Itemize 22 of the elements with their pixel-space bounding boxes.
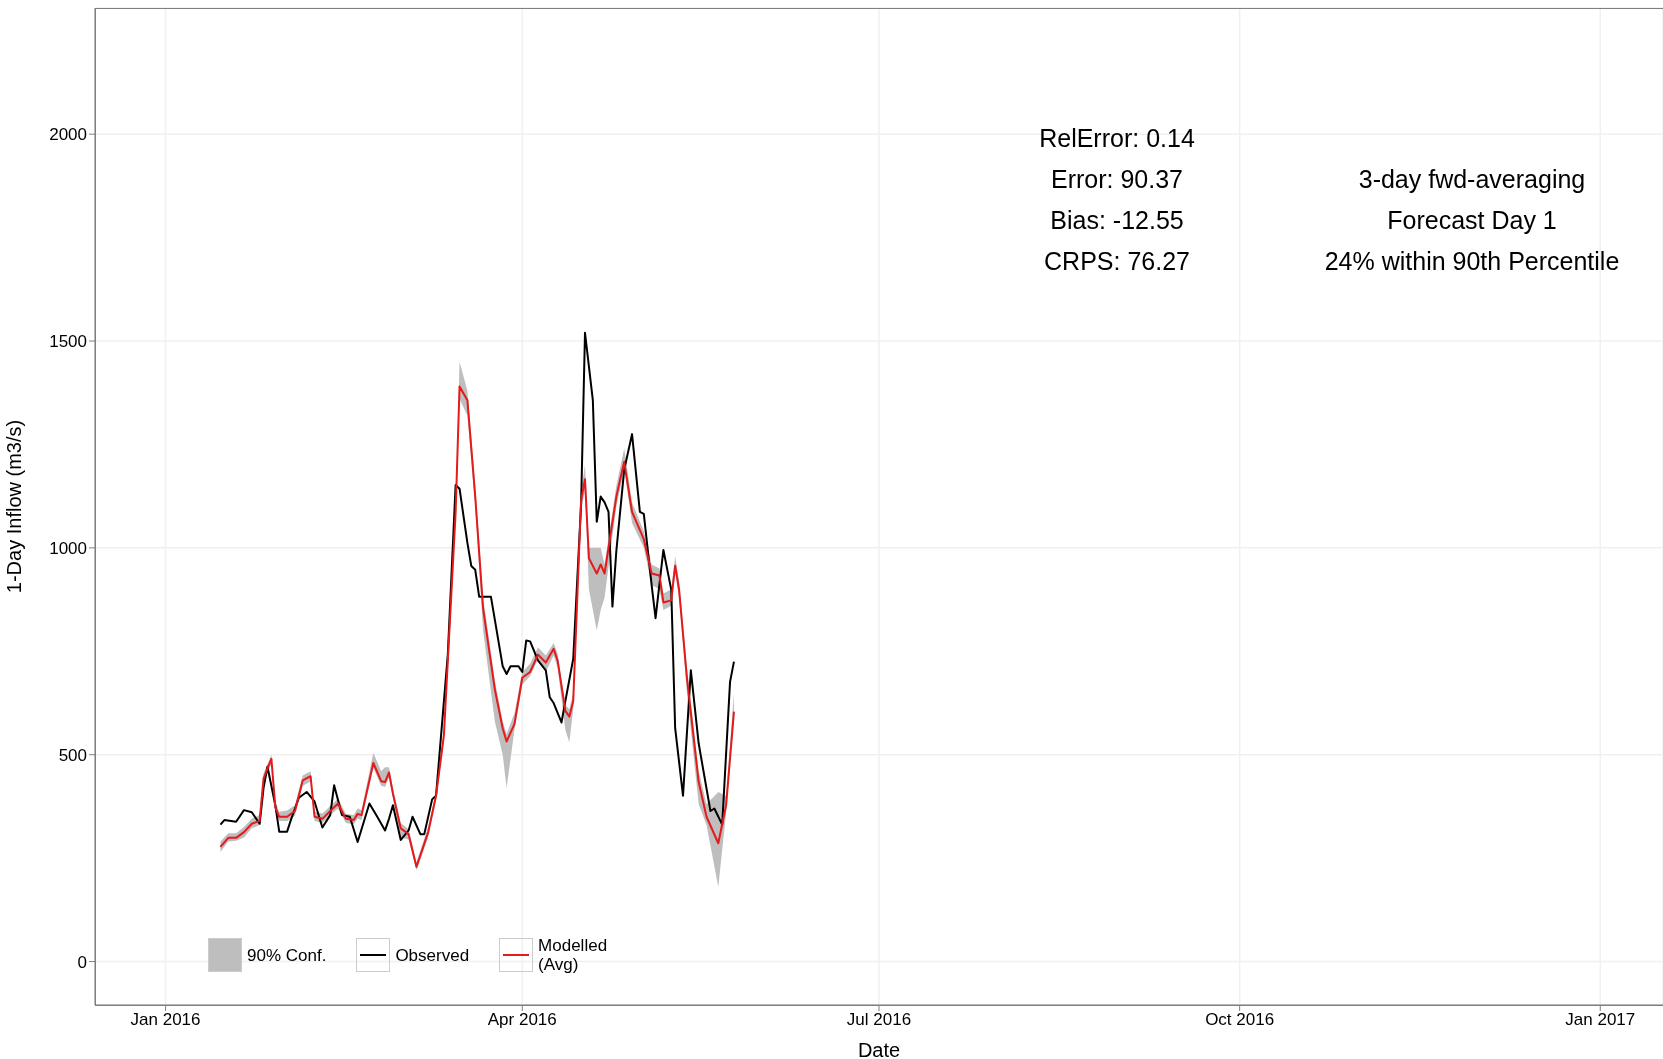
x-tick-label: Jul 2016 <box>846 1010 912 1030</box>
legend-label: Modelled (Avg) <box>538 936 608 974</box>
x-tick-label: Jan 2017 <box>1565 1010 1636 1030</box>
y-tick-label: 1000 <box>49 538 87 558</box>
annotation: 3-day fwd-averaging <box>1357 164 1587 195</box>
y-tick-label: 500 <box>58 745 87 765</box>
annotation: 24% within 90th Percentile <box>1324 246 1620 277</box>
y-tick-label: 2000 <box>49 125 87 145</box>
annotation: RelError: 0.14 <box>1039 123 1195 154</box>
y-tick-label: 0 <box>77 952 87 972</box>
annotation: Forecast Day 1 <box>1386 205 1558 236</box>
legend-label: 90% Conf. <box>247 945 327 965</box>
y-tick-label: 1500 <box>49 332 87 352</box>
annotation: Error: 90.37 <box>1050 164 1184 195</box>
annotation: Bias: -12.55 <box>1049 205 1185 236</box>
x-axis-title: Date <box>857 1039 901 1059</box>
y-axis-title: 1-Day Inflow (m3/s) <box>3 419 26 594</box>
x-tick-label: Apr 2016 <box>487 1010 557 1030</box>
legend-label: Observed <box>395 945 470 965</box>
x-tick-label: Oct 2016 <box>1205 1010 1275 1030</box>
x-tick-label: Jan 2016 <box>130 1010 201 1030</box>
annotation: CRPS: 76.27 <box>1043 246 1191 277</box>
